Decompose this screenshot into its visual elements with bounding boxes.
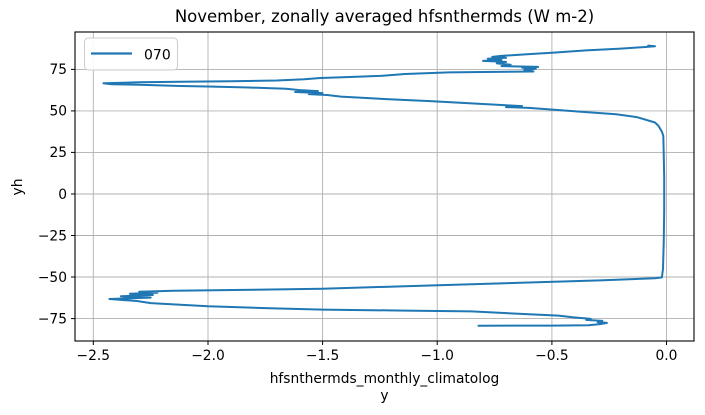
tick-marks: [71, 68, 667, 345]
x-tick-label: −2.5: [77, 348, 111, 364]
x-tick-labels: −2.5 −2.0 −1.5 −1.0 −0.5 0.0: [77, 348, 678, 364]
axes-spines: [74, 31, 695, 342]
series-070-line: [102, 44, 666, 327]
legend-label: 070: [144, 48, 171, 64]
series-group: [102, 44, 666, 327]
x-tick-label: −1.5: [306, 348, 340, 364]
x-tick-label: −2.0: [191, 348, 225, 364]
x-axis-label-line2: y: [380, 388, 388, 404]
y-tick-label: 25: [49, 145, 67, 161]
chart-title: November, zonally averaged hfsnthermds (…: [175, 7, 594, 26]
x-axis-label-line1: hfsnthermds_monthly_climatolog: [270, 371, 500, 387]
x-tick-label: −1.0: [420, 348, 454, 364]
y-tick-label: −25: [38, 228, 67, 244]
y-tick-label: 50: [49, 104, 67, 120]
y-tick-label: 75: [49, 62, 67, 78]
y-axis-label: yh: [10, 179, 26, 196]
x-tick-label: 0.0: [656, 348, 678, 364]
y-tick-label: −75: [38, 311, 67, 327]
y-tick-label: −50: [38, 270, 67, 286]
gridlines: [75, 32, 694, 341]
legend: 070: [84, 37, 178, 71]
plot-area: [75, 32, 694, 341]
y-tick-label: 0: [58, 187, 67, 203]
x-tick-label: −0.5: [535, 348, 569, 364]
y-tick-labels: −75 −50 −25 0 25 50 75: [38, 62, 67, 327]
